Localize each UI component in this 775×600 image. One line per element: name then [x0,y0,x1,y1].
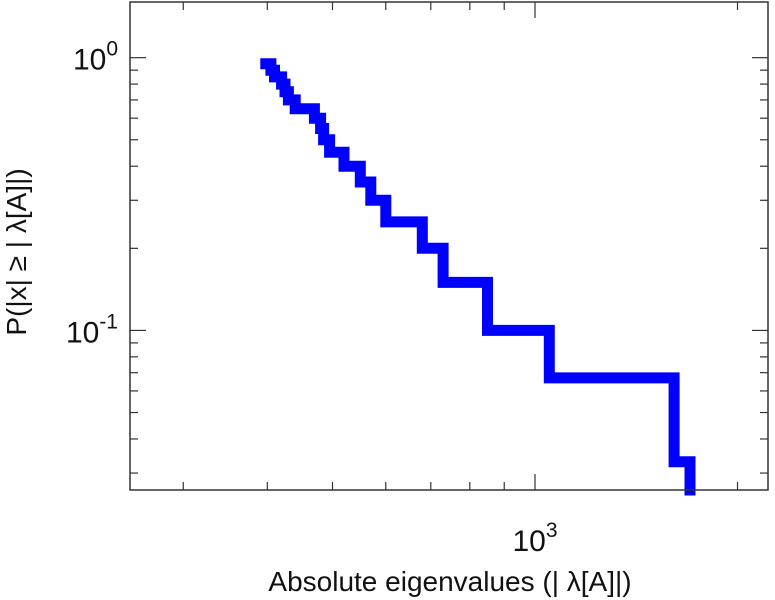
plot-area [130,2,768,490]
data-point [548,377,550,379]
data-point [442,281,444,283]
data-point [343,165,345,167]
axes-layer: 100 10-1 103 [66,1,769,558]
plot-background [130,2,768,490]
data-point [294,108,296,110]
y-tick-label: 10-1 [66,310,118,349]
y-axis-label: P(|x| ≥ | λ[A]|) [1,168,32,335]
data-point [329,151,331,153]
data-point [421,247,423,249]
x-tick-label: 103 [512,519,557,558]
data-point [270,69,272,71]
x-axis-label: Absolute eigenvalues (| λ[A]|) [268,566,631,597]
plot-frame [129,1,769,491]
data-point [370,199,372,201]
y-tick-label: 100 [73,38,118,77]
data-point [284,91,286,93]
data-point [673,461,675,463]
data-point [487,329,488,331]
data-point [313,117,315,119]
data-point [359,181,361,183]
data-point [274,76,275,78]
data-point [281,83,283,85]
data-point [323,139,325,141]
data-point [287,99,289,101]
data-point [385,221,387,223]
data-point [265,63,267,65]
data-point [320,128,322,129]
